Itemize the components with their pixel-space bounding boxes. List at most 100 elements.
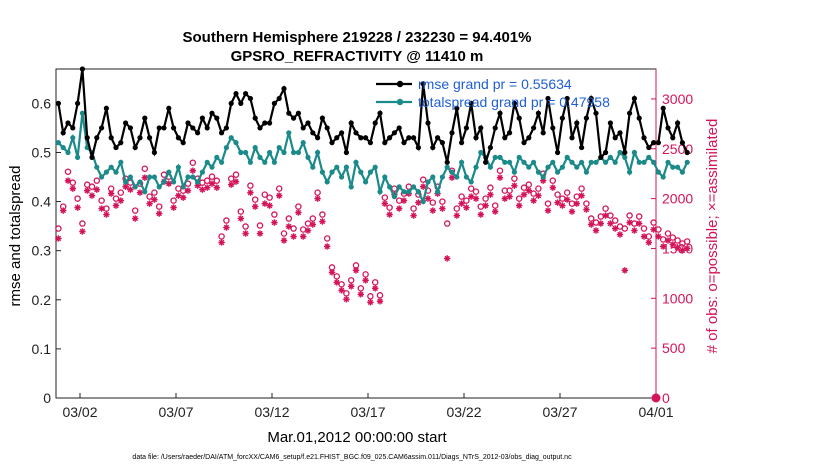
assimilated-point <box>376 298 384 305</box>
assimilated-stroke <box>598 220 604 227</box>
assimilated-point <box>136 189 144 196</box>
assimilated-stroke <box>564 196 570 203</box>
spread-point <box>243 149 249 156</box>
assimilated-point <box>420 183 427 190</box>
assimilated-stroke <box>420 183 426 190</box>
assimilated-point <box>285 223 292 230</box>
spread-point <box>646 154 652 160</box>
rmse-point <box>545 95 551 102</box>
assimilated-stroke <box>319 218 326 225</box>
rmse-point <box>113 144 119 151</box>
assimilated-stroke <box>569 208 575 215</box>
plot-area: 00.10.20.30.40.50.6050010001500200025003… <box>32 66 693 420</box>
possible-point <box>309 215 317 222</box>
rmse-point <box>612 135 618 141</box>
assimilated-stroke <box>516 202 522 209</box>
assimilated-stroke <box>622 267 628 274</box>
assimilated-stroke <box>593 227 599 234</box>
assimilated-point <box>530 197 537 204</box>
assimilated-point <box>228 181 235 188</box>
footnote: data file: /Users/raeder/DAI/ATM_forcXX/… <box>132 454 572 461</box>
possible-point <box>664 230 672 237</box>
spread-point <box>305 154 311 160</box>
rmse-point <box>641 135 647 141</box>
assimilated-point <box>496 174 504 181</box>
assimilated-stroke <box>127 186 134 193</box>
rmse-point <box>123 120 129 126</box>
spread-point <box>617 149 623 156</box>
assimilated-stroke <box>372 285 378 292</box>
assimilated-stroke <box>314 195 321 202</box>
spread-point <box>415 189 421 195</box>
spread-point <box>171 179 177 185</box>
rmse-point <box>377 110 383 116</box>
x-tick-label: 03/07 <box>158 404 193 420</box>
assimilated-point <box>410 212 417 219</box>
assimilated-point <box>424 195 432 202</box>
assimilated-stroke <box>526 187 532 194</box>
x-tick-label: 03/02 <box>62 404 97 420</box>
assimilated-point <box>367 299 374 306</box>
assimilated-stroke <box>449 174 455 181</box>
assimilated-stroke <box>458 200 465 207</box>
spread-point <box>675 164 681 170</box>
x-tick-label: 03/22 <box>446 404 481 420</box>
assimilated-point <box>348 283 355 290</box>
zero-obs-marker <box>651 393 661 403</box>
assimilated-point <box>122 183 129 190</box>
rmse-point <box>579 144 585 151</box>
rmse-point <box>94 135 100 141</box>
assimilated-stroke <box>175 192 182 199</box>
spread-point <box>545 164 551 170</box>
assimilated-point <box>132 215 139 222</box>
spread-point <box>540 174 546 180</box>
rmse-point <box>271 100 277 106</box>
rmse-point <box>252 115 258 121</box>
assimilated-point <box>79 228 86 235</box>
spread-point <box>180 184 186 190</box>
possible-point <box>98 197 105 204</box>
rmse-point <box>603 149 609 156</box>
assimilated-point <box>573 200 580 207</box>
assimilated-point <box>324 243 331 250</box>
spread-point <box>651 159 657 165</box>
assimilated-stroke <box>377 298 383 305</box>
possible-point <box>376 292 384 299</box>
spread-point <box>315 149 321 156</box>
assimilated-stroke <box>631 227 638 234</box>
rmse-point <box>286 110 292 116</box>
spread-point <box>132 184 138 190</box>
possible-point <box>410 205 417 212</box>
assimilated-point <box>477 211 484 218</box>
rmse-point <box>574 120 580 126</box>
spread-point <box>473 164 479 170</box>
rmse-point <box>511 100 517 106</box>
assimilated-point <box>232 178 240 185</box>
rmse-point <box>199 115 205 121</box>
spread-point <box>70 135 76 141</box>
rmse-point <box>276 95 282 102</box>
rmse-point <box>171 125 177 131</box>
rmse-point <box>526 135 532 141</box>
rmse-point <box>132 144 138 151</box>
spread-point <box>267 149 273 156</box>
assimilated-stroke <box>338 287 345 294</box>
possible-point <box>506 187 513 194</box>
assimilated-point <box>103 211 110 218</box>
assimilated-stroke <box>650 226 657 233</box>
assimilated-point <box>151 196 158 203</box>
possible-point <box>611 217 619 224</box>
assimilated-point <box>165 180 172 187</box>
rmse-point <box>655 140 662 146</box>
assimilated-point <box>276 192 283 199</box>
assimilated-point <box>631 227 638 234</box>
y-tick-label: 0.1 <box>32 341 52 357</box>
assimilated-stroke <box>636 220 642 227</box>
assimilated-point <box>266 202 273 209</box>
rmse-point <box>679 140 686 146</box>
rmse-point <box>118 140 124 146</box>
rmse-point <box>156 125 162 131</box>
possible-point <box>299 226 307 233</box>
spread-point <box>487 164 493 170</box>
